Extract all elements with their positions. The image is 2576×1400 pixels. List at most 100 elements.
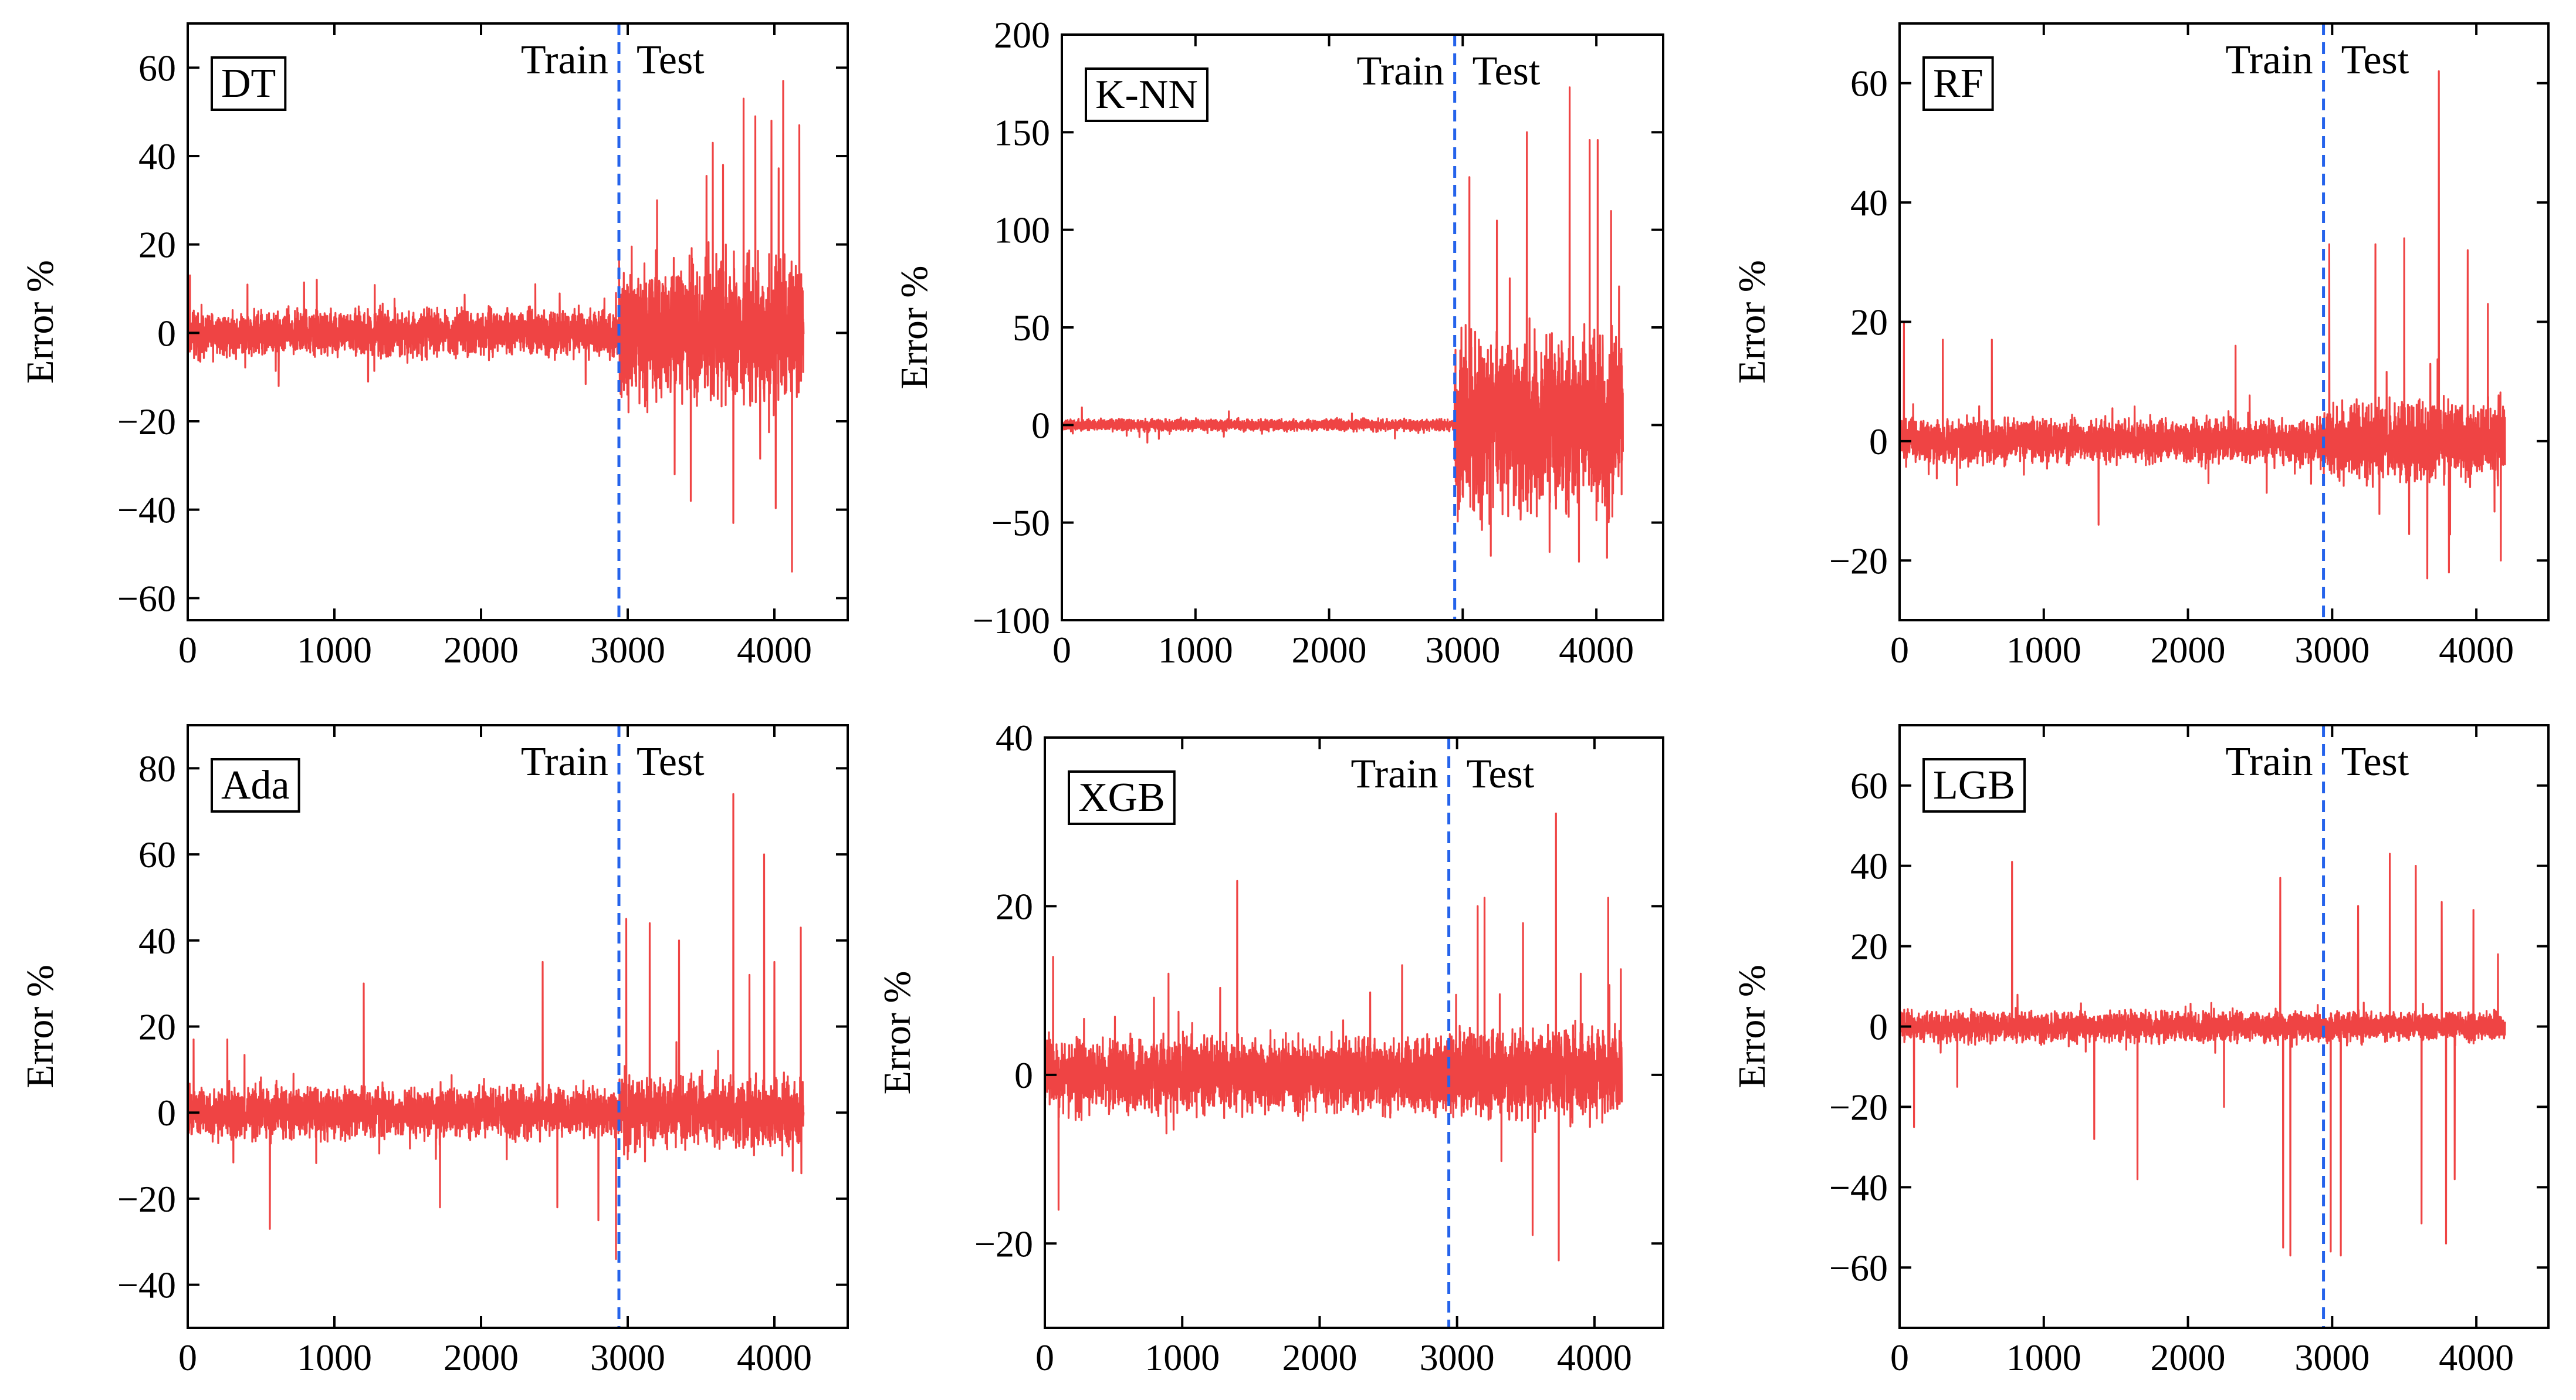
x-tick-label: 0: [178, 629, 197, 671]
plot-frame: [1061, 33, 1664, 621]
x-tick-label: 0: [1052, 629, 1071, 671]
model-label-box: [1922, 56, 1994, 111]
error-series-line: [188, 80, 805, 573]
y-tick-label: 40: [138, 920, 176, 962]
x-tick-label: 3000: [2294, 1337, 2369, 1378]
x-tick-label: 4000: [2439, 629, 2514, 671]
y-tick-label: 0: [1869, 421, 1888, 462]
x-tick-label: 1000: [2006, 1337, 2081, 1378]
error-series-line: [1045, 812, 1623, 1262]
plot-frame: [1898, 22, 2550, 621]
y-tick-label: 0: [1031, 404, 1050, 446]
plot-frame: [187, 22, 849, 621]
model-label: Ada: [221, 763, 290, 808]
x-tick-label: 3000: [590, 629, 665, 671]
test-label: Test: [637, 38, 705, 83]
model-label-box: [1085, 67, 1209, 122]
y-tick-label: 20: [996, 885, 1033, 927]
x-tick-label: 2000: [1292, 629, 1367, 671]
train-label: Train: [2225, 38, 2313, 83]
panel-rf: Train Test RF 0 1000 2000 3000 4000 −20 0 20 40 60 Er…: [1731, 22, 2550, 671]
y-tick-label: −20: [1829, 1086, 1888, 1128]
error-series-line: [188, 793, 805, 1260]
y-tick-label: −40: [117, 1264, 176, 1306]
y-tick-label: 20: [138, 1006, 176, 1048]
y-tick-label: 0: [1869, 1006, 1888, 1048]
model-label: LGB: [1933, 763, 2015, 808]
model-label-box: [211, 56, 287, 111]
error-series-line: [1062, 86, 1624, 563]
x-tick-label: 4000: [2439, 1337, 2514, 1378]
y-tick-label: 40: [996, 717, 1033, 759]
train-label: Train: [521, 38, 608, 83]
error-series-line: [1900, 70, 2506, 580]
y-tick-label: 20: [1850, 926, 1888, 968]
y-tick-label: 0: [1014, 1054, 1033, 1096]
y-axis-label: Error %: [893, 266, 936, 390]
y-tick-label: 80: [138, 748, 176, 789]
train-label: Train: [1350, 752, 1438, 797]
y-axis-label: Error %: [1731, 965, 1773, 1088]
model-label-box: [1922, 758, 2026, 813]
x-tick-label: 2000: [2151, 1337, 2226, 1378]
x-tick-label: 3000: [1420, 1337, 1495, 1378]
y-axis-label: Error %: [876, 971, 919, 1095]
train-label: Train: [1357, 49, 1444, 94]
panel-ada: Train Test Ada 0 1000 2000 3000 4000 −40 −20 0 20 40…: [19, 724, 849, 1378]
y-tick-label: 60: [1850, 63, 1888, 104]
train-label: Train: [2225, 739, 2313, 784]
y-tick-label: 40: [1850, 846, 1888, 887]
x-tick-label: 0: [1890, 629, 1909, 671]
y-tick-label: −100: [973, 600, 1050, 641]
test-label: Test: [637, 739, 705, 784]
x-tick-label: 2000: [1282, 1337, 1357, 1378]
test-label: Test: [1467, 752, 1535, 797]
plot-frame: [1044, 736, 1664, 1329]
y-axis-label: Error %: [1731, 260, 1773, 384]
y-tick-label: −60: [117, 577, 176, 619]
x-tick-label: 4000: [1557, 1337, 1632, 1378]
model-label-box: [1068, 770, 1176, 825]
train-label: Train: [521, 739, 608, 784]
y-tick-label: 100: [994, 209, 1050, 251]
x-tick-label: 4000: [737, 629, 812, 671]
y-tick-label: 50: [1013, 307, 1050, 349]
test-label: Test: [2341, 739, 2409, 784]
y-tick-label: 40: [1850, 182, 1888, 224]
x-tick-label: 1000: [1145, 1337, 1220, 1378]
x-tick-label: 4000: [737, 1337, 812, 1378]
panel-knn: Train Test K-NN 0 1000 2000 3000 4000 −100 −50 0 50…: [893, 14, 1664, 671]
test-label: Test: [1473, 49, 1541, 94]
y-tick-label: −40: [117, 489, 176, 531]
y-tick-label: 60: [138, 47, 176, 89]
x-tick-label: 0: [178, 1337, 197, 1378]
x-tick-label: 1000: [297, 1337, 372, 1378]
x-tick-label: 0: [1035, 1337, 1054, 1378]
model-label: K-NN: [1095, 72, 1198, 117]
y-axis-label: Error %: [19, 260, 62, 384]
y-tick-label: −20: [1829, 540, 1888, 581]
x-tick-label: 2000: [444, 629, 519, 671]
x-tick-label: 0: [1890, 1337, 1909, 1378]
panel-xgb: Train Test XGB 0 1000 2000 3000 4000 −20 0 20 40 Err…: [876, 717, 1664, 1378]
x-tick-label: 1000: [1158, 629, 1233, 671]
y-tick-label: 60: [1850, 765, 1888, 807]
y-tick-label: −60: [1829, 1247, 1888, 1289]
y-tick-label: 20: [1850, 302, 1888, 343]
x-tick-label: 3000: [1425, 629, 1500, 671]
y-tick-label: 200: [994, 14, 1050, 56]
error-series-line: [1900, 853, 2506, 1257]
x-tick-label: 2000: [444, 1337, 519, 1378]
y-tick-label: 150: [994, 111, 1050, 153]
y-tick-label: 0: [157, 312, 176, 354]
test-label: Test: [2341, 38, 2409, 83]
y-tick-label: −50: [991, 502, 1050, 544]
y-tick-label: 0: [157, 1092, 176, 1134]
x-tick-label: 4000: [1559, 629, 1634, 671]
x-tick-label: 1000: [2006, 629, 2081, 671]
panel-dt: Train Test DT 0 1000 2000 3000 4000 −60 −40 −20 0 20…: [19, 22, 849, 671]
y-axis-label: Error %: [19, 965, 62, 1088]
x-tick-label: 1000: [297, 629, 372, 671]
y-tick-label: 40: [138, 136, 176, 177]
